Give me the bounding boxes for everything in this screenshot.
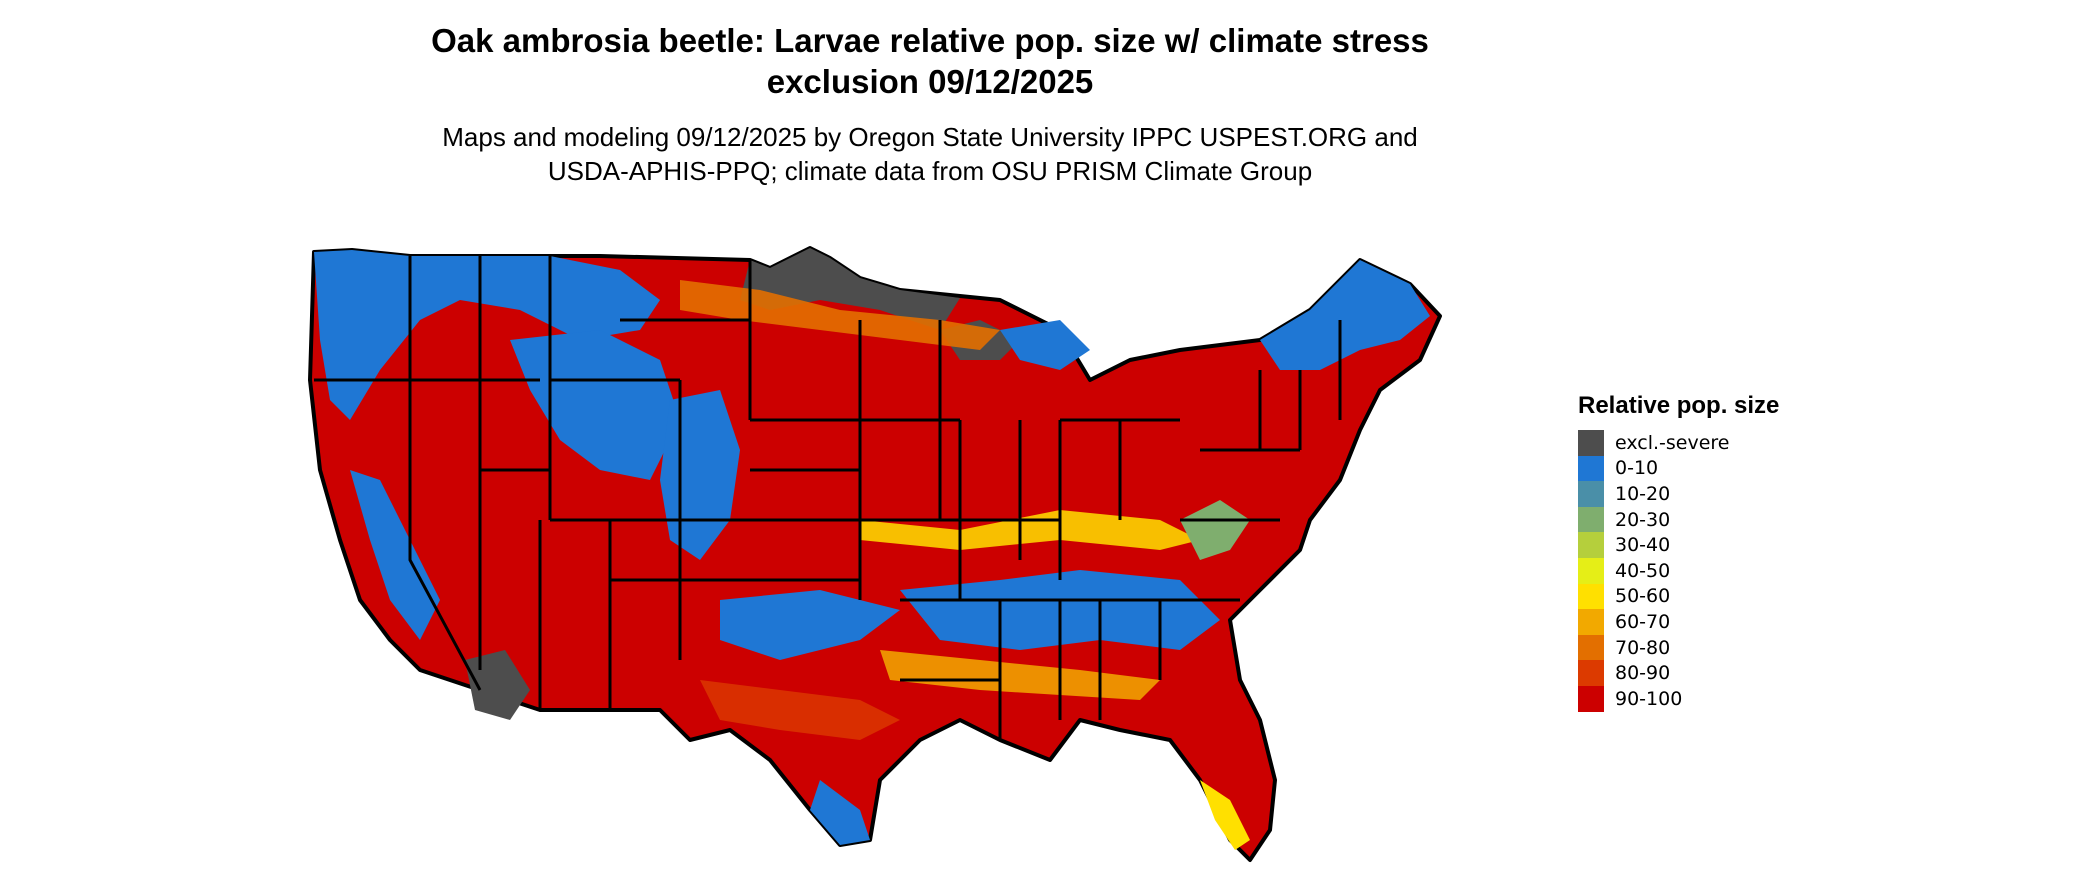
blue-northwest: [314, 250, 660, 420]
legend-item: 90-100: [1578, 685, 1779, 712]
legend-item: 20-30: [1578, 506, 1779, 533]
yellow-florida: [1200, 780, 1250, 850]
blue-southern-plains: [720, 590, 900, 660]
legend-label: 10-20: [1615, 482, 1671, 505]
legend-item: 50-60: [1578, 583, 1779, 610]
map-title: Oak ambrosia beetle: Larvae relative pop…: [300, 20, 1560, 102]
legend-swatch: [1578, 609, 1604, 635]
blue-northeast: [1260, 260, 1430, 370]
legend-swatch: [1578, 532, 1604, 558]
legend-label: 60-70: [1615, 610, 1671, 633]
legend-title: Relative pop. size: [1578, 392, 1780, 419]
legend-label: 80-90: [1615, 662, 1671, 685]
legend-swatch: [1578, 634, 1604, 661]
legend-item: 10-20: [1578, 481, 1779, 507]
legend-item: 0-10: [1578, 455, 1779, 482]
blue-california: [350, 470, 440, 640]
map-subtitle: Maps and modeling 09/12/2025 by Oregon S…: [300, 120, 1560, 188]
legend-item: 60-70: [1578, 609, 1779, 635]
orange-band-texas: [700, 680, 900, 740]
legend-label: 20-30: [1615, 508, 1671, 531]
legend-swatch: [1578, 583, 1604, 610]
yellow-band-midwest: [860, 510, 1200, 550]
blue-mountain: [510, 330, 680, 480]
state-boundaries: [314, 256, 1342, 740]
title-line-1: Oak ambrosia beetle: Larvae relative pop…: [431, 22, 1429, 59]
blue-great-lakes: [1000, 320, 1090, 370]
legend-swatch: [1578, 481, 1604, 507]
legend-label: 70-80: [1615, 636, 1671, 659]
blue-texas-coast: [810, 780, 870, 845]
subtitle-line-2: USDA-APHIS-PPQ; climate data from OSU PR…: [547, 156, 1313, 186]
legend-label: 0-10: [1615, 457, 1659, 480]
legend-swatch: [1578, 430, 1604, 456]
legend-swatch: [1578, 685, 1604, 712]
legend-item: 80-90: [1578, 660, 1779, 686]
legend-swatch: [1578, 455, 1604, 482]
title-block: Oak ambrosia beetle: Larvae relative pop…: [300, 20, 1560, 188]
yellow-band-south: [880, 650, 1160, 700]
legend-label: excl.-severe: [1615, 431, 1730, 454]
legend-swatch: [1578, 506, 1604, 533]
legend-item: excl.-severe: [1578, 430, 1779, 456]
legend-item: 40-50: [1578, 557, 1779, 584]
green-appalachia: [1180, 500, 1250, 560]
us-map: [300, 220, 1560, 890]
title-line-2: exclusion 09/12/2025: [766, 63, 1094, 100]
legend-label: 50-60: [1615, 585, 1671, 608]
legend-label: 30-40: [1615, 534, 1671, 557]
us-map-svg: [308, 246, 1442, 862]
legend-item: 70-80: [1578, 634, 1779, 661]
legend-label: 40-50: [1615, 559, 1671, 582]
legend: Relative pop. size excl.-severe 0-10 10-20…: [1578, 392, 1779, 712]
legend-items: excl.-severe 0-10 10-20 20-30 30-40 40-50 50-6…: [1578, 430, 1779, 712]
orange-band-north: [680, 280, 1000, 350]
legend-item: 30-40: [1578, 532, 1779, 558]
subtitle-line-1: Maps and modeling 09/12/2025 by Oregon S…: [442, 122, 1418, 152]
legend-swatch: [1578, 660, 1604, 686]
legend-swatch: [1578, 557, 1604, 584]
exclusion-north: [740, 248, 960, 330]
legend-label: 90-100: [1615, 687, 1683, 710]
